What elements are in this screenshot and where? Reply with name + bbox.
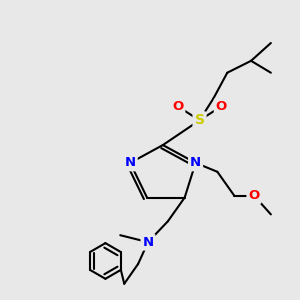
Text: O: O — [248, 189, 260, 202]
Text: N: N — [190, 156, 201, 170]
Text: S: S — [194, 113, 205, 127]
Text: O: O — [172, 100, 183, 113]
Text: N: N — [142, 236, 154, 249]
Text: N: N — [124, 156, 136, 170]
Text: O: O — [216, 100, 227, 113]
